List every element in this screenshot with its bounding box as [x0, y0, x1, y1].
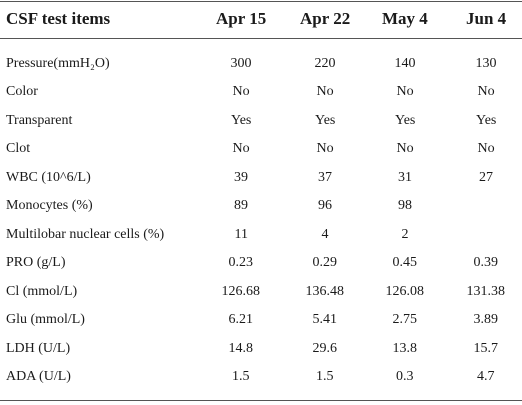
top-rule [0, 1, 522, 2]
value-cell: No [396, 141, 414, 157]
value-cell: Yes [315, 112, 336, 128]
value-cell: 126.08 [385, 283, 425, 299]
header-cell: CSF test items [6, 9, 111, 28]
value-cell: 4 [321, 226, 329, 242]
value-cell: Yes [231, 112, 252, 128]
value-cell: 2 [401, 226, 409, 242]
value-cell: No [232, 141, 250, 157]
value-cell: Yes [395, 112, 416, 128]
row-label: Transparent [6, 112, 73, 128]
value-cell: 14.8 [228, 340, 254, 356]
value-cell: No [477, 84, 495, 100]
value-cell: 37 [318, 169, 332, 185]
value-cell: 0.45 [392, 255, 418, 271]
value-cell: 220 [314, 56, 336, 71]
value-cell: 126.68 [221, 283, 261, 299]
row-label: Color [6, 84, 38, 100]
value-cell: No [232, 84, 250, 100]
value-cell: No [316, 141, 334, 157]
value-cell: No [316, 84, 334, 100]
value-cell: 1.5 [232, 368, 250, 384]
row-label: Monocytes (%) [6, 198, 93, 214]
row-label: ADA (U/L) [6, 368, 71, 384]
value-cell: 5.41 [312, 312, 338, 328]
header-cell: Apr 22 [300, 9, 351, 28]
row-label: WBC (10^6/L) [6, 169, 91, 185]
value-cell: 0.29 [312, 255, 338, 271]
value-cell: Yes [476, 112, 497, 128]
value-cell: 11 [234, 226, 248, 242]
value-cell: 140 [394, 56, 416, 71]
row-label: PRO (g/L) [6, 255, 66, 271]
value-cell: 300 [230, 56, 252, 71]
value-cell: 0.3 [396, 368, 414, 384]
value-cell: No [477, 141, 495, 157]
row-label: Clot [6, 141, 31, 157]
value-cell: 13.8 [392, 340, 418, 356]
value-cell: 130 [475, 56, 497, 71]
value-cell: 136.48 [305, 283, 345, 299]
row-label: Cl (mmol/L) [6, 283, 78, 299]
header-cell: Jun 4 [466, 9, 507, 28]
value-cell: 2.75 [392, 312, 418, 328]
value-cell: 31 [398, 169, 412, 185]
value-cell: 15.7 [473, 340, 499, 356]
row-label: Pressure(mmH₂O) [6, 56, 110, 71]
value-cell: 4.7 [477, 368, 495, 384]
value-cell: 0.23 [228, 255, 254, 271]
value-cell: 29.6 [312, 340, 338, 356]
value-cell: 6.21 [228, 312, 254, 328]
value-cell: 39 [234, 169, 248, 185]
header-cell: May 4 [382, 9, 428, 28]
value-cell: 27 [479, 169, 493, 185]
row-label: Glu (mmol/L) [6, 312, 85, 328]
value-cell: 98 [398, 198, 412, 214]
row-label: LDH (U/L) [6, 340, 71, 356]
value-cell: 131.38 [466, 283, 506, 299]
value-cell: No [396, 84, 414, 100]
header-cell: Apr 15 [216, 9, 267, 28]
bottom-rule [0, 400, 522, 401]
value-cell: 3.89 [473, 312, 499, 328]
value-cell: 96 [318, 198, 332, 214]
value-cell: 89 [234, 198, 248, 214]
header-rule [0, 38, 522, 39]
value-cell: 0.39 [473, 255, 499, 271]
value-cell: 1.5 [316, 368, 334, 384]
row-label: Multilobar nuclear cells (%) [6, 226, 165, 242]
